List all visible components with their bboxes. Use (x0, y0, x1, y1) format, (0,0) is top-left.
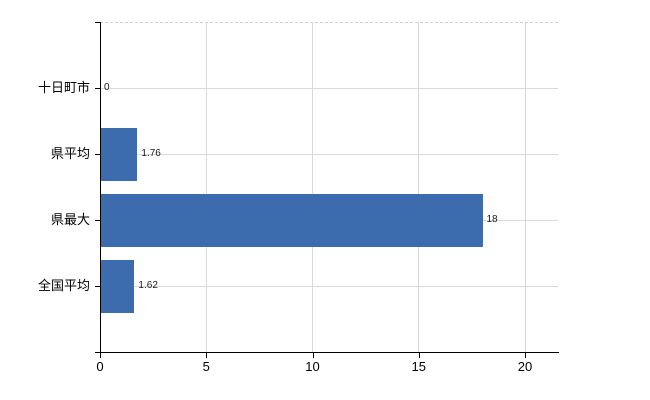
category-label: 県平均 (50, 146, 90, 161)
y-axis-line (100, 22, 101, 352)
bar (100, 259, 135, 313)
gridline-vertical (205, 22, 207, 352)
y-tick (95, 220, 100, 221)
y-tick (95, 88, 100, 89)
plot-area: 0 1.76 18 1.62 (100, 22, 558, 352)
x-tick-label: 15 (411, 359, 426, 374)
category-label: 十日町市 (37, 80, 90, 95)
category-label: 全国平均 (37, 278, 90, 293)
x-tick-label: 0 (96, 359, 104, 374)
gridline-horizontal (100, 154, 558, 155)
x-tick-label: 5 (202, 359, 210, 374)
category-label: 県最大 (50, 212, 90, 227)
bar-value-label: 1.62 (138, 280, 158, 291)
bar-value-label: 1.76 (141, 148, 161, 159)
bar-value-label: 0 (104, 82, 110, 93)
y-tick (95, 286, 100, 287)
gridline-vertical (524, 22, 526, 352)
x-tick-label: 10 (305, 359, 320, 374)
x-axis-line (95, 352, 559, 353)
bar-value-label: 18 (486, 214, 498, 225)
bar (100, 127, 138, 181)
y-tick (95, 154, 100, 155)
y-axis-top-tick (95, 22, 100, 23)
x-tick (418, 352, 420, 358)
x-tick (525, 352, 526, 358)
gridline-horizontal (100, 88, 558, 89)
x-tick (206, 352, 208, 358)
x-tick-label: 20 (517, 359, 533, 374)
gridline-vertical (312, 22, 313, 352)
gridline-vertical (418, 22, 420, 352)
gridline-horizontal (100, 286, 558, 287)
bar (100, 193, 483, 247)
x-tick (312, 352, 314, 358)
plot-top-dashed-border (100, 22, 558, 23)
x-tick (100, 352, 101, 358)
